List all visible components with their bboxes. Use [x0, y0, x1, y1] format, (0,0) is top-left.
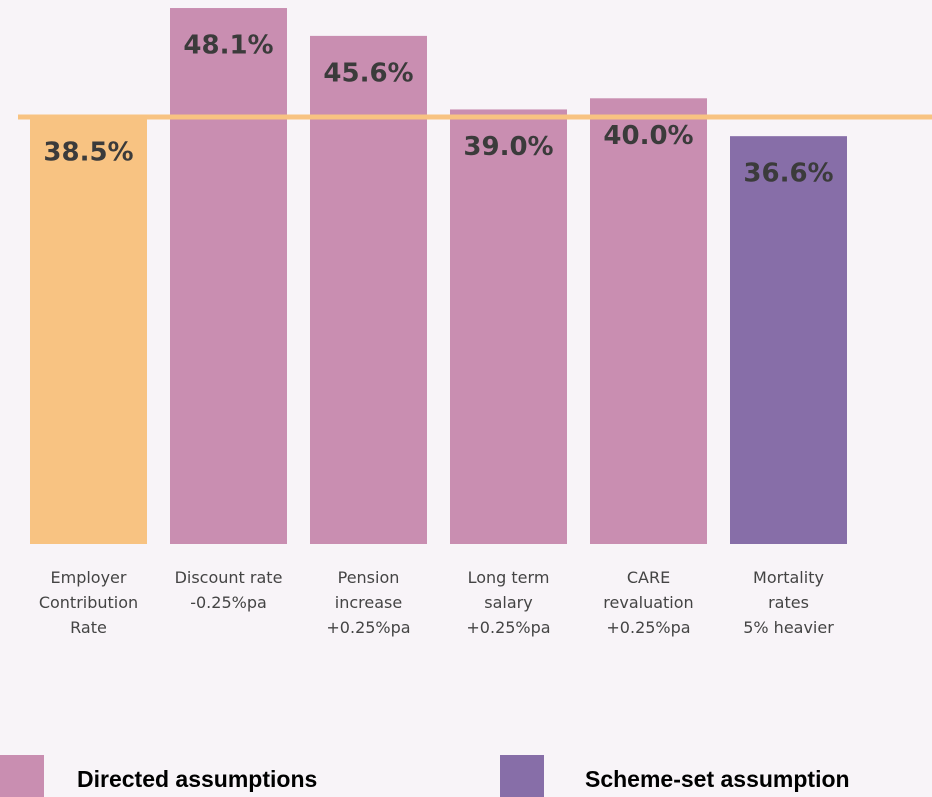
- bar: [310, 35, 427, 545]
- legend-swatch: [500, 755, 544, 797]
- legend-swatch: [0, 755, 44, 797]
- legend-label: Scheme-set assumption: [585, 766, 850, 792]
- bar: [590, 98, 707, 545]
- value-label: 45.6%: [323, 58, 413, 88]
- x-tick-label: Discount rate -0.25%pa: [174, 568, 283, 612]
- x-tick-label: Long term salary +0.25%pa: [466, 568, 551, 637]
- bar: [730, 136, 847, 544]
- value-label: 48.1%: [183, 31, 273, 61]
- legend-label: Directed assumptions: [77, 766, 318, 792]
- value-label: 40.0%: [603, 121, 693, 151]
- x-tick-label: CARE revaluation +0.25%pa: [603, 568, 694, 637]
- value-label: 36.6%: [743, 159, 833, 189]
- bar: [450, 109, 567, 544]
- value-label: 39.0%: [463, 132, 553, 162]
- bar: [30, 115, 147, 544]
- bar: [170, 8, 287, 545]
- x-tick-label: Mortality rates 5% heavier: [743, 568, 834, 637]
- x-tick-label: Pension increase +0.25%pa: [326, 568, 411, 637]
- x-tick-label: Employer Contribution Rate: [38, 568, 139, 637]
- value-label: 38.5%: [43, 138, 133, 168]
